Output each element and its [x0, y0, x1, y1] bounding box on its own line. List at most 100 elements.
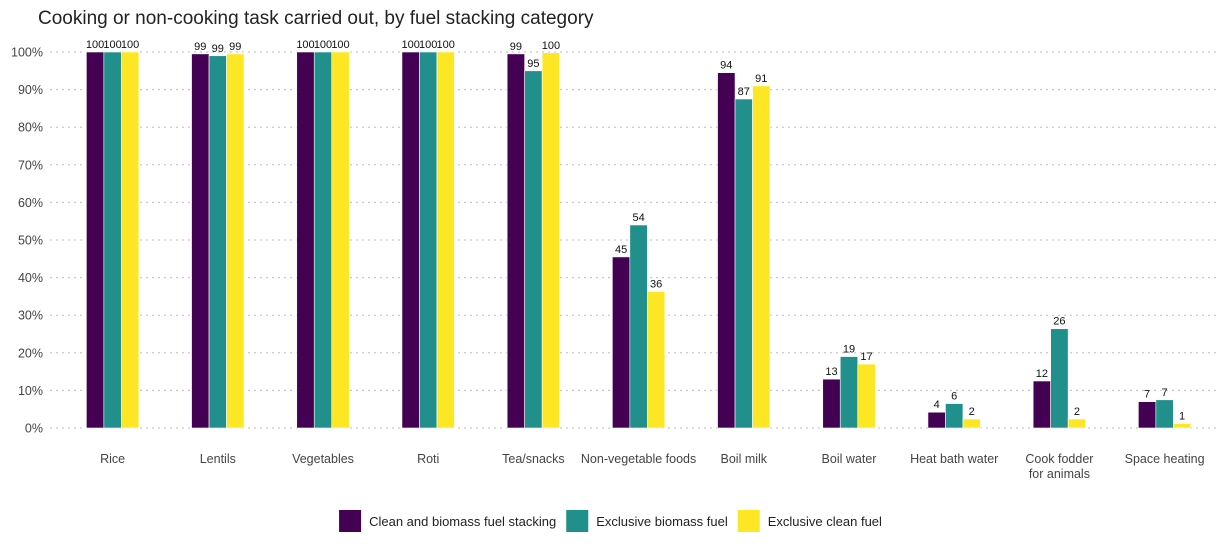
data-label: 91: [755, 73, 767, 85]
y-tick-label: 60%: [18, 196, 43, 210]
data-label: 2: [1074, 406, 1080, 418]
data-label: 1: [1179, 410, 1185, 422]
legend-swatch: [737, 510, 760, 532]
x-tick-label: Rice: [100, 452, 125, 466]
bar: [752, 85, 771, 429]
data-label: 95: [527, 58, 539, 70]
legend-swatch: [339, 510, 362, 532]
data-label: 100: [296, 39, 314, 51]
x-tick-label: Boil water: [822, 452, 877, 466]
x-tick-label: Heat bath water: [910, 452, 998, 466]
legend-label: Exclusive clean fuel: [768, 514, 882, 529]
y-tick-label: 10%: [18, 384, 43, 398]
bar: [524, 70, 543, 429]
data-label: 100: [314, 39, 332, 51]
bar: [208, 55, 227, 429]
bar: [313, 51, 333, 429]
data-label: 2: [969, 406, 975, 418]
data-label: 45: [615, 244, 627, 256]
bar: [945, 403, 964, 429]
legend: Clean and biomass fuel stacking Exclusive…: [339, 510, 882, 532]
bar: [1155, 399, 1174, 429]
data-label: 13: [825, 366, 837, 378]
data-label: 100: [331, 39, 349, 51]
y-tick-label: 90%: [18, 83, 43, 97]
y-tick-label: 0%: [25, 422, 43, 436]
data-label: 54: [632, 212, 644, 224]
data-label: 100: [402, 39, 420, 51]
y-tick-label: 100%: [11, 46, 43, 60]
x-tick-label: Tea/snacks: [502, 452, 565, 466]
data-label: 4: [934, 399, 940, 411]
bar: [296, 51, 315, 429]
data-label: 100: [103, 39, 121, 51]
y-tick-label: 70%: [18, 158, 43, 172]
data-label: 100: [419, 39, 437, 51]
chart-title: Cooking or non-cooking task carried out,…: [38, 8, 594, 29]
bar: [857, 363, 876, 429]
x-tick-label: Cook fodder for animals: [1025, 452, 1093, 481]
bar: [226, 53, 245, 429]
bar: [331, 51, 350, 429]
data-label: 7: [1144, 389, 1150, 401]
bar: [1067, 418, 1086, 429]
x-axis-ticks: Rice Lentils Vegetables Roti Tea/snacks Non-v…: [100, 452, 1205, 481]
bar: [506, 53, 525, 429]
y-tick-label: 80%: [18, 121, 43, 135]
x-tick-label: Boil milk: [721, 452, 768, 466]
bar: [86, 51, 105, 429]
data-label: 7: [1162, 387, 1168, 399]
x-tick-label: Vegetables: [292, 452, 354, 466]
bar: [822, 378, 841, 429]
data-label: 19: [843, 344, 855, 356]
bar: [734, 98, 753, 429]
y-tick-label: 50%: [18, 234, 43, 248]
data-label: 99: [194, 41, 206, 53]
bars: [86, 51, 1192, 429]
data-label: 87: [738, 86, 750, 98]
data-label: 17: [860, 351, 872, 363]
legend-label: Exclusive biomass fuel: [596, 514, 728, 529]
bar: [647, 291, 666, 429]
data-label: 99: [212, 43, 224, 55]
x-tick-label: Roti: [417, 452, 439, 466]
bar: [121, 51, 140, 429]
data-label: 36: [650, 279, 662, 291]
x-tick-label: Lentils: [200, 452, 236, 466]
data-label: 100: [542, 40, 560, 52]
bar: [401, 51, 420, 429]
data-label: 6: [951, 391, 957, 403]
bar: [629, 224, 648, 429]
legend-swatch: [566, 510, 589, 532]
bar: [103, 51, 122, 429]
bar: [191, 53, 210, 429]
data-label: 100: [121, 39, 139, 51]
data-label: 12: [1036, 368, 1048, 380]
bar: [436, 51, 455, 429]
data-label: 100: [86, 39, 104, 51]
bar: [541, 52, 560, 429]
data-label: 99: [229, 41, 241, 53]
bar: [1173, 423, 1192, 429]
bar: [927, 411, 946, 429]
data-labels: 100 100 100 99 99 99 100 100 100 100 100 100 9995100…: [86, 39, 1185, 422]
data-label: 26: [1053, 316, 1065, 328]
y-tick-label: 20%: [18, 346, 43, 360]
data-label: 94: [720, 60, 732, 72]
x-tick-label: Non-vegetable foods: [581, 452, 696, 466]
bar: [962, 418, 981, 429]
data-label: 100: [437, 39, 455, 51]
x-tick-label: Space heating: [1125, 452, 1205, 466]
bar: [419, 51, 438, 429]
bar: [839, 356, 859, 429]
bar: [1050, 328, 1069, 429]
y-tick-label: 40%: [18, 271, 43, 285]
data-label: 99: [510, 41, 522, 53]
bar: [612, 256, 631, 429]
legend-label: Clean and biomass fuel stacking: [369, 514, 556, 529]
bar: [717, 72, 736, 429]
y-axis-ticks: 0% 10% 20% 30% 40% 50% 60% 70% 80% 90% 100%: [11, 46, 43, 436]
bar: [1138, 401, 1157, 429]
y-tick-label: 30%: [18, 309, 43, 323]
